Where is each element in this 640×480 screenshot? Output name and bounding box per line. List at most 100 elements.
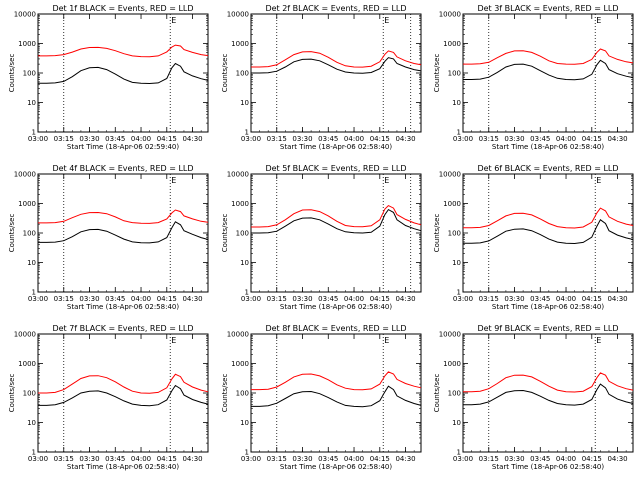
detector-panel-5: Det 5f BLACK = Events, RED = LLD 1 10 100 10… [221, 164, 422, 311]
x-tick-label: 03:45 [318, 455, 338, 463]
x-tick-label: 04:30 [395, 455, 415, 463]
flag-label: E [384, 176, 389, 185]
plot-frame [250, 173, 422, 293]
x-axis-label: Start Time (18-Apr-06 02:58:40) [67, 303, 179, 311]
y-tick-label: 10 [240, 419, 249, 427]
x-tick-label: 04:15 [370, 295, 390, 303]
detector-panel-4: Det 4f BLACK = Events, RED = LLD 1 10 100 10… [8, 164, 209, 311]
y-tick-label: 1 [457, 449, 461, 457]
x-tick-label: 03:15 [479, 295, 499, 303]
series-line-lld [38, 209, 209, 224]
series-line-lld [251, 50, 422, 68]
x-tick-label: 03:15 [479, 455, 499, 463]
x-axis-label: Start Time (18-Apr-06 02:58:40) [280, 463, 392, 471]
y-tick-label: 100 [448, 230, 461, 238]
series-line-lld [38, 44, 209, 58]
x-tick-label: 04:15 [157, 295, 177, 303]
y-axis-label: Counts/sec [433, 374, 441, 413]
series-line-events [38, 62, 209, 85]
x-tick-label: 04:15 [157, 455, 177, 463]
x-tick-label: 03:00 [453, 135, 473, 143]
flag-label: E [171, 176, 176, 185]
detector-panel-1: Det 1f BLACK = Events, RED = LLD 1 10 100 10… [8, 4, 209, 151]
y-tick-label: 10000 [227, 171, 249, 179]
series-line-events [38, 221, 209, 244]
x-tick-label: 04:15 [157, 135, 177, 143]
x-tick-label: 03:30 [79, 135, 99, 143]
x-tick-label: 03:30 [504, 295, 524, 303]
detector-panel-8: Det 8f BLACK = Events, RED = LLD 1 10 100 10… [221, 324, 422, 471]
x-tick-label: 03:00 [453, 455, 473, 463]
y-tick-label: 10 [452, 419, 461, 427]
y-tick-label: 10 [452, 99, 461, 107]
flag-label: E [171, 336, 176, 345]
y-tick-label: 10000 [439, 11, 461, 19]
y-tick-label: 100 [23, 70, 36, 78]
y-tick-label: 1000 [443, 200, 461, 208]
x-tick-label: 04:00 [131, 295, 151, 303]
y-tick-label: 1000 [231, 200, 249, 208]
plot-frame [462, 13, 634, 133]
flag-label: E [596, 16, 601, 25]
y-tick-label: 100 [23, 230, 36, 238]
y-tick-label: 1000 [231, 40, 249, 48]
x-tick-label: 04:00 [344, 135, 364, 143]
series-line-events [38, 384, 209, 407]
y-axis-label: Counts/sec [8, 214, 16, 253]
x-tick-label: 03:30 [292, 295, 312, 303]
y-tick-label: 1000 [18, 40, 36, 48]
y-axis-label: Counts/sec [433, 214, 441, 253]
y-axis-label: Counts/sec [221, 54, 229, 93]
detector-panel-9: Det 9f BLACK = Events, RED = LLD 1 10 100 10… [433, 324, 634, 471]
y-tick-label: 10000 [439, 171, 461, 179]
y-tick-label: 1000 [231, 360, 249, 368]
flag-label: E [596, 336, 601, 345]
x-tick-label: 03:30 [79, 295, 99, 303]
x-tick-label: 03:45 [105, 455, 125, 463]
y-tick-label: 1 [457, 129, 461, 137]
plot-frame [37, 173, 209, 293]
y-tick-label: 1 [32, 449, 36, 457]
y-tick-label: 10000 [14, 331, 36, 339]
x-tick-label: 04:30 [395, 135, 415, 143]
y-tick-label: 1 [32, 129, 36, 137]
x-tick-label: 04:00 [556, 295, 576, 303]
y-tick-label: 10 [27, 259, 36, 267]
y-tick-label: 1 [245, 449, 249, 457]
panel-title: Det 9f BLACK = Events, RED = LLD [477, 324, 618, 333]
panel-title: Det 6f BLACK = Events, RED = LLD [477, 164, 618, 173]
x-tick-label: 03:15 [267, 455, 287, 463]
x-tick-label: 03:45 [105, 295, 125, 303]
panel-title: Det 4f BLACK = Events, RED = LLD [52, 164, 193, 173]
y-tick-label: 100 [23, 390, 36, 398]
x-tick-label: 04:30 [607, 135, 627, 143]
series-line-lld [38, 373, 209, 394]
x-tick-label: 03:30 [292, 455, 312, 463]
x-tick-label: 04:00 [344, 295, 364, 303]
detector-panel-6: Det 6f BLACK = Events, RED = LLD 1 10 100 10… [433, 164, 634, 311]
y-tick-label: 10 [240, 259, 249, 267]
panel-title: Det 5f BLACK = Events, RED = LLD [265, 164, 406, 173]
series-line-events [251, 385, 422, 408]
y-tick-label: 1000 [18, 360, 36, 368]
x-tick-label: 04:15 [582, 295, 602, 303]
x-tick-label: 03:00 [241, 455, 261, 463]
flag-label: E [171, 16, 176, 25]
y-tick-label: 100 [236, 70, 249, 78]
y-tick-label: 1 [457, 289, 461, 297]
y-tick-label: 1000 [443, 40, 461, 48]
y-axis-label: Counts/sec [221, 214, 229, 253]
y-tick-label: 10 [240, 99, 249, 107]
x-tick-label: 04:30 [607, 455, 627, 463]
x-tick-label: 03:15 [267, 135, 287, 143]
series-line-lld [251, 204, 422, 228]
x-tick-label: 04:00 [556, 135, 576, 143]
detector-panel-3: Det 3f BLACK = Events, RED = LLD 1 10 100 10… [433, 4, 634, 151]
y-tick-label: 100 [448, 70, 461, 78]
x-tick-label: 03:15 [267, 295, 287, 303]
x-tick-label: 03:00 [28, 295, 48, 303]
x-tick-label: 03:15 [54, 135, 74, 143]
x-tick-label: 03:30 [504, 455, 524, 463]
series-line-lld [463, 207, 634, 229]
x-tick-label: 04:15 [582, 455, 602, 463]
